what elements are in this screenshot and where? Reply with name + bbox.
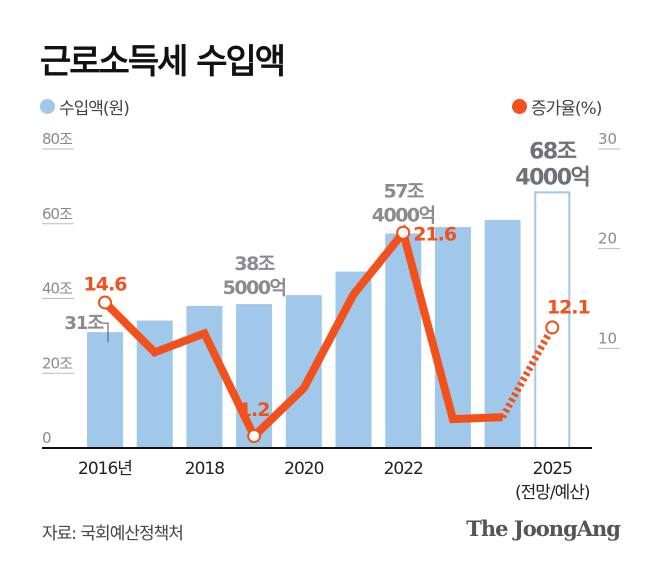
left-axis-tick-label: 80조 bbox=[42, 130, 73, 148]
x-axis-tick-label: 2016년 bbox=[78, 459, 132, 479]
x-axis-tick-sublabel: (전망/예산) bbox=[515, 483, 590, 503]
growth-rate-point-2016 bbox=[98, 295, 112, 310]
legend-line-label: 증가율(%) bbox=[531, 99, 602, 119]
legend-bar-swatch-icon bbox=[40, 99, 55, 114]
bar-value-label-2022: 57조 bbox=[383, 180, 423, 202]
bar-value-label-2019: 38조 bbox=[234, 253, 274, 275]
bar-2025 bbox=[534, 191, 571, 449]
x-axis-tick-label: 2018 bbox=[185, 459, 224, 479]
legend-line-swatch-icon bbox=[512, 99, 527, 114]
right-axis-tick-label: 20 bbox=[598, 230, 617, 248]
x-axis-tick-label: 2022 bbox=[384, 459, 423, 479]
bar-value-label-2016: 31조 bbox=[64, 313, 103, 334]
brand-logo: The JoongAng bbox=[466, 516, 621, 541]
growth-rate-label-2022: 21.6 bbox=[413, 224, 457, 246]
bar-value-label-2022: 4000억 bbox=[372, 204, 435, 226]
growth-rate-point-2019 bbox=[247, 429, 262, 444]
left-axis-tick-label: 0 bbox=[42, 429, 51, 447]
growth-rate-point-2025 bbox=[545, 320, 560, 335]
right-axis-tick-label: 30 bbox=[598, 130, 617, 148]
left-axis-tick-label: 20조 bbox=[42, 354, 73, 372]
source-note: 자료: 국회예산정책처 bbox=[42, 524, 184, 544]
growth-rate-label-2025: 12.1 bbox=[547, 296, 590, 318]
bar-2018 bbox=[186, 305, 223, 448]
left-axis-tick-label: 40조 bbox=[42, 280, 73, 298]
x-axis-tick-label: 2020 bbox=[284, 459, 323, 479]
growth-rate-line-projected bbox=[499, 325, 556, 419]
bar-value-label-2025: 68조 bbox=[529, 139, 577, 164]
bar-2016 bbox=[87, 332, 123, 448]
growth-rate-label-2019: 1.2 bbox=[239, 399, 270, 421]
right-axis-tick-label: 10 bbox=[598, 329, 617, 347]
left-axis-tick-label: 60조 bbox=[42, 205, 73, 223]
chart-title: 근로소득세 수입액 bbox=[40, 42, 286, 82]
legend-line: 증가율(%) bbox=[512, 94, 602, 119]
growth-rate-label-2016: 14.6 bbox=[84, 273, 128, 295]
legend-bars: 수입액(원) bbox=[40, 94, 130, 119]
legend-bars-label: 수입액(원) bbox=[59, 99, 130, 119]
x-axis-tick-label: 2025 bbox=[533, 459, 572, 479]
bar-value-label-2019: 5000억 bbox=[223, 277, 286, 299]
growth-rate-point-2022 bbox=[396, 225, 411, 240]
growth-rate-line bbox=[102, 224, 503, 443]
bar-value-label-2025: 4000억 bbox=[515, 165, 589, 190]
bar-value-leader-line bbox=[103, 322, 109, 343]
